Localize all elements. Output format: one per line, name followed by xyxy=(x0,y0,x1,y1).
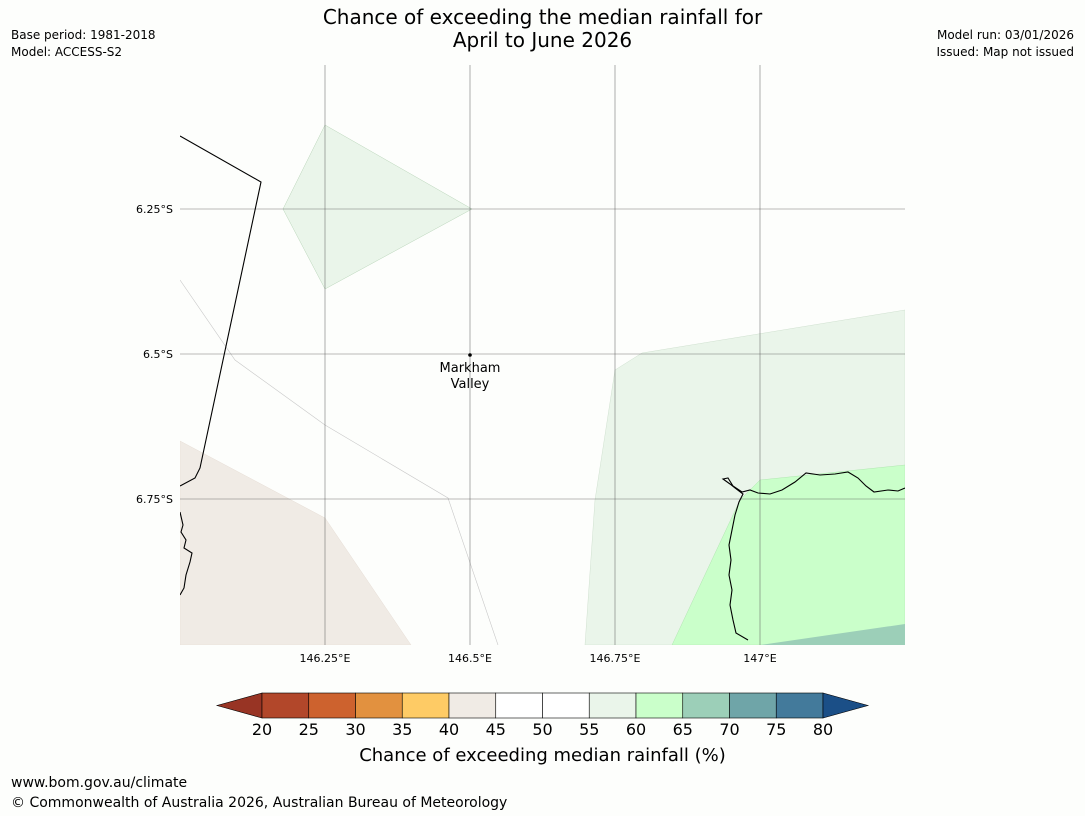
colorbar-tick-label: 75 xyxy=(766,720,786,739)
colorbar-tick-label: 30 xyxy=(345,720,365,739)
colorbar-tick-label: 25 xyxy=(299,720,319,739)
colorbar-tick-label: 20 xyxy=(252,720,272,739)
colorbar-tick-label: 55 xyxy=(579,720,599,739)
map-area xyxy=(180,65,905,645)
region-65-70 xyxy=(760,624,905,645)
model-run: Model run: 03/01/2026 xyxy=(936,28,1074,42)
lat-label: 6.25°S xyxy=(136,203,173,216)
colorbar-segment xyxy=(682,692,730,719)
colorbar-segment xyxy=(729,692,777,719)
coastline-west xyxy=(180,511,193,596)
colorbar-segment xyxy=(261,692,310,719)
issued-status: Issued: Map not issued xyxy=(936,45,1074,59)
border-line xyxy=(180,135,262,487)
lon-label: 146.5°E xyxy=(448,652,492,665)
header-right: Model run: 03/01/2026 Issued: Map not is… xyxy=(936,27,1074,61)
markham-valley-marker xyxy=(468,353,472,357)
colorbar-tick-label: 60 xyxy=(626,720,646,739)
region-40-45 xyxy=(180,440,412,645)
colorbar-segment xyxy=(308,692,356,719)
place-name-line-1: Markham xyxy=(440,361,501,376)
colorbar-segment xyxy=(495,692,543,719)
place-name-line-2: Valley xyxy=(451,377,490,392)
colorbar-segment xyxy=(401,692,450,719)
lon-label: 147°E xyxy=(743,652,776,665)
region-55-60-north xyxy=(282,124,473,290)
colorbar-tick-label: 40 xyxy=(439,720,459,739)
colorbar-over-arrow xyxy=(822,692,870,719)
colorbar-ticks: 20 25 30 35 40 45 50 55 60 65 70 75 80 xyxy=(252,720,833,739)
footer-copyright: © Commonwealth of Australia 2026, Austra… xyxy=(11,795,508,811)
base-period: Base period: 1981-2018 xyxy=(11,28,156,42)
colorbar xyxy=(215,692,870,719)
title-line-1: Chance of exceeding the median rainfall … xyxy=(322,5,763,29)
colorbar-tick-label: 35 xyxy=(392,720,412,739)
colorbar-segment xyxy=(542,692,590,719)
lat-label: 6.5°S xyxy=(143,348,173,361)
colorbar-segment xyxy=(775,692,824,719)
colorbar-segment xyxy=(448,692,497,719)
colorbar-tick-label: 70 xyxy=(719,720,739,739)
axis-labels: 6.25°S 6.5°S 6.75°S 146.25°E 146.5°E 146… xyxy=(136,203,777,665)
colorbar-under-arrow xyxy=(215,692,263,719)
colorbar-tick-label: 80 xyxy=(813,720,833,739)
lon-label: 146.75°E xyxy=(590,652,641,665)
title-line-2: April to June 2026 xyxy=(452,28,633,52)
model-name: Model: ACCESS-S2 xyxy=(11,45,123,59)
footer-url: www.bom.gov.au/climate xyxy=(11,775,188,791)
header-left: Base period: 1981-2018 Model: ACCESS-S2 xyxy=(11,27,156,61)
colorbar-tick-label: 45 xyxy=(486,720,506,739)
lon-label: 146.25°E xyxy=(300,652,351,665)
lat-label: 6.75°S xyxy=(136,493,173,506)
coastline-east xyxy=(721,471,905,641)
place-label: Markham Valley xyxy=(440,361,501,392)
colorbar-segment xyxy=(635,692,684,719)
colorbar-tick-label: 50 xyxy=(532,720,552,739)
colorbar-tick-label: 65 xyxy=(673,720,693,739)
colorbar-segment xyxy=(355,692,403,719)
map-title: Chance of exceeding the median rainfall … xyxy=(0,6,1085,52)
colorbar-label: Chance of exceeding median rainfall (%) xyxy=(359,745,726,766)
colorbar-segment xyxy=(588,692,637,719)
